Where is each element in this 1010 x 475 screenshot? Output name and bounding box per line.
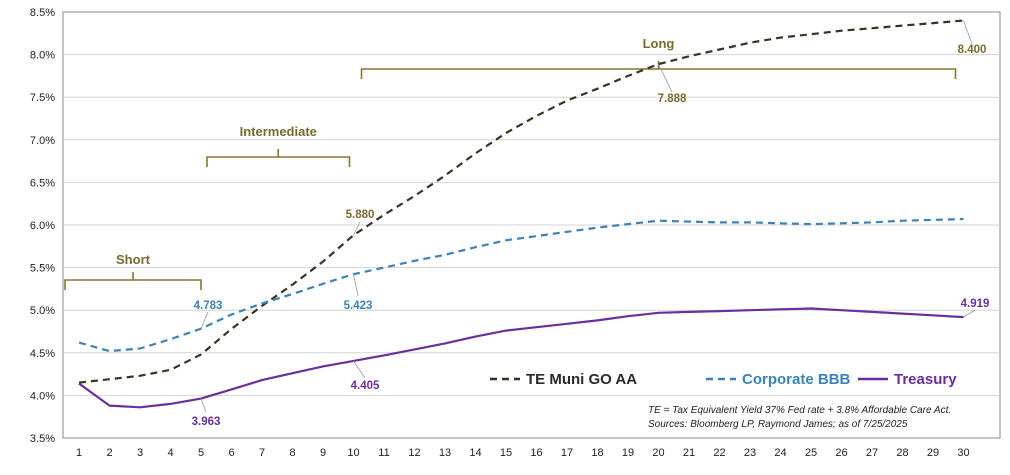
data-label: 4.919 — [961, 298, 990, 310]
legend-label: Treasury — [894, 371, 957, 388]
x-tick-label: 23 — [744, 447, 756, 459]
x-tick-label: 8 — [289, 447, 295, 459]
x-tick-label: 22 — [713, 447, 725, 459]
x-tick-label: 20 — [652, 447, 664, 459]
data-label-leader — [200, 311, 209, 329]
data-label: 4.783 — [194, 300, 223, 312]
series-line — [78, 19, 964, 384]
footnote: TE = Tax Equivalent Yield 37% Fed rate +… — [648, 405, 951, 416]
data-label-leader — [353, 221, 361, 236]
y-tick-label: 3.5% — [30, 433, 55, 445]
y-tick-label: 4.0% — [30, 390, 55, 402]
x-tick-label: 18 — [591, 447, 603, 459]
y-tick-label: 7.5% — [30, 92, 55, 104]
series-line — [78, 307, 964, 409]
legend: TE Muni GO AA Corporate BBB Treasury — [490, 371, 957, 388]
data-label-leader — [200, 398, 207, 413]
x-tick-label: 26 — [835, 447, 847, 459]
y-tick-label: 4.5% — [30, 348, 55, 360]
x-tick-label: 6 — [228, 447, 234, 459]
y-tick-label: 7.0% — [30, 135, 55, 147]
y-tick-label: 6.5% — [30, 177, 55, 189]
legend-label: Corporate BBB — [742, 371, 851, 388]
x-tick-label: 10 — [347, 447, 359, 459]
data-label: 5.423 — [344, 300, 373, 312]
x-tick-label: 12 — [408, 447, 420, 459]
data-label: 7.888 — [658, 93, 687, 105]
x-tick-label: 19 — [622, 447, 634, 459]
x-tick-label: 2 — [106, 447, 112, 459]
x-tick-label: 27 — [866, 447, 878, 459]
group-label: Short — [116, 252, 151, 267]
data-label-leader — [963, 309, 976, 318]
x-tick-label: 9 — [320, 447, 326, 459]
data-label-leader — [658, 63, 673, 93]
x-tick-label: 7 — [259, 447, 265, 459]
x-tick-label: 14 — [469, 447, 481, 459]
legend-label: TE Muni GO AA — [526, 371, 637, 388]
maturity-groups: Short Intermediate Long — [64, 36, 957, 290]
y-tick-label: 6.0% — [30, 220, 55, 232]
x-tick-label: 3 — [137, 447, 143, 459]
group-bracket — [360, 61, 957, 79]
group-label: Intermediate — [240, 124, 317, 139]
data-labels: 5.880 7.888 8.400 4.783 5.423 3.963 4.405 4.919 — [192, 20, 990, 428]
x-tick-label: 30 — [957, 447, 969, 459]
x-tick-label: 21 — [683, 447, 695, 459]
x-tick-label: 15 — [500, 447, 512, 459]
series-lines — [78, 19, 964, 409]
x-tick-label: 4 — [167, 447, 173, 459]
group-bracket — [64, 272, 202, 290]
data-label: 4.405 — [351, 380, 380, 392]
y-tick-label: 5.5% — [30, 263, 55, 275]
x-tick-label: 17 — [561, 447, 573, 459]
x-tick-label: 11 — [378, 447, 389, 459]
y-tick-label: 8.0% — [30, 50, 55, 62]
x-tick-label: 25 — [805, 447, 817, 459]
data-label-leader — [353, 360, 366, 379]
x-tick-label: 13 — [439, 447, 451, 459]
data-label: 5.880 — [346, 209, 375, 221]
grid-lines — [63, 54, 1000, 396]
data-label: 8.400 — [958, 44, 987, 56]
x-tick-label: 29 — [927, 447, 939, 459]
footnotes: TE = Tax Equivalent Yield 37% Fed rate +… — [648, 405, 951, 430]
y-tick-label: 5.0% — [30, 305, 55, 317]
data-label-leader — [963, 20, 973, 45]
group-bracket — [206, 149, 351, 167]
data-label: 3.963 — [192, 416, 221, 428]
x-tick-label: 5 — [198, 447, 204, 459]
footnote: Sources: Bloomberg LP, Raymond James; as… — [648, 419, 908, 430]
x-tick-label: 1 — [76, 447, 82, 459]
x-tick-label: 28 — [896, 447, 908, 459]
group-label: Long — [643, 36, 675, 51]
series-line — [78, 217, 964, 353]
x-tick-label: 24 — [774, 447, 786, 459]
data-label-leader — [353, 274, 359, 297]
x-tick-label: 16 — [530, 447, 542, 459]
y-axis-ticks: 3.5% 4.0% 4.5% 5.0% 5.5% 6.0% 6.5% 7.0% 7.5% 8.0%… — [30, 7, 55, 445]
x-axis-ticks: 1 2 3 4 5 6 7 8 9 10 11 12 13 14 15 16 17 18 19 20 21 22 23 24 2… — [76, 447, 970, 459]
y-tick-label: 8.5% — [30, 7, 55, 19]
